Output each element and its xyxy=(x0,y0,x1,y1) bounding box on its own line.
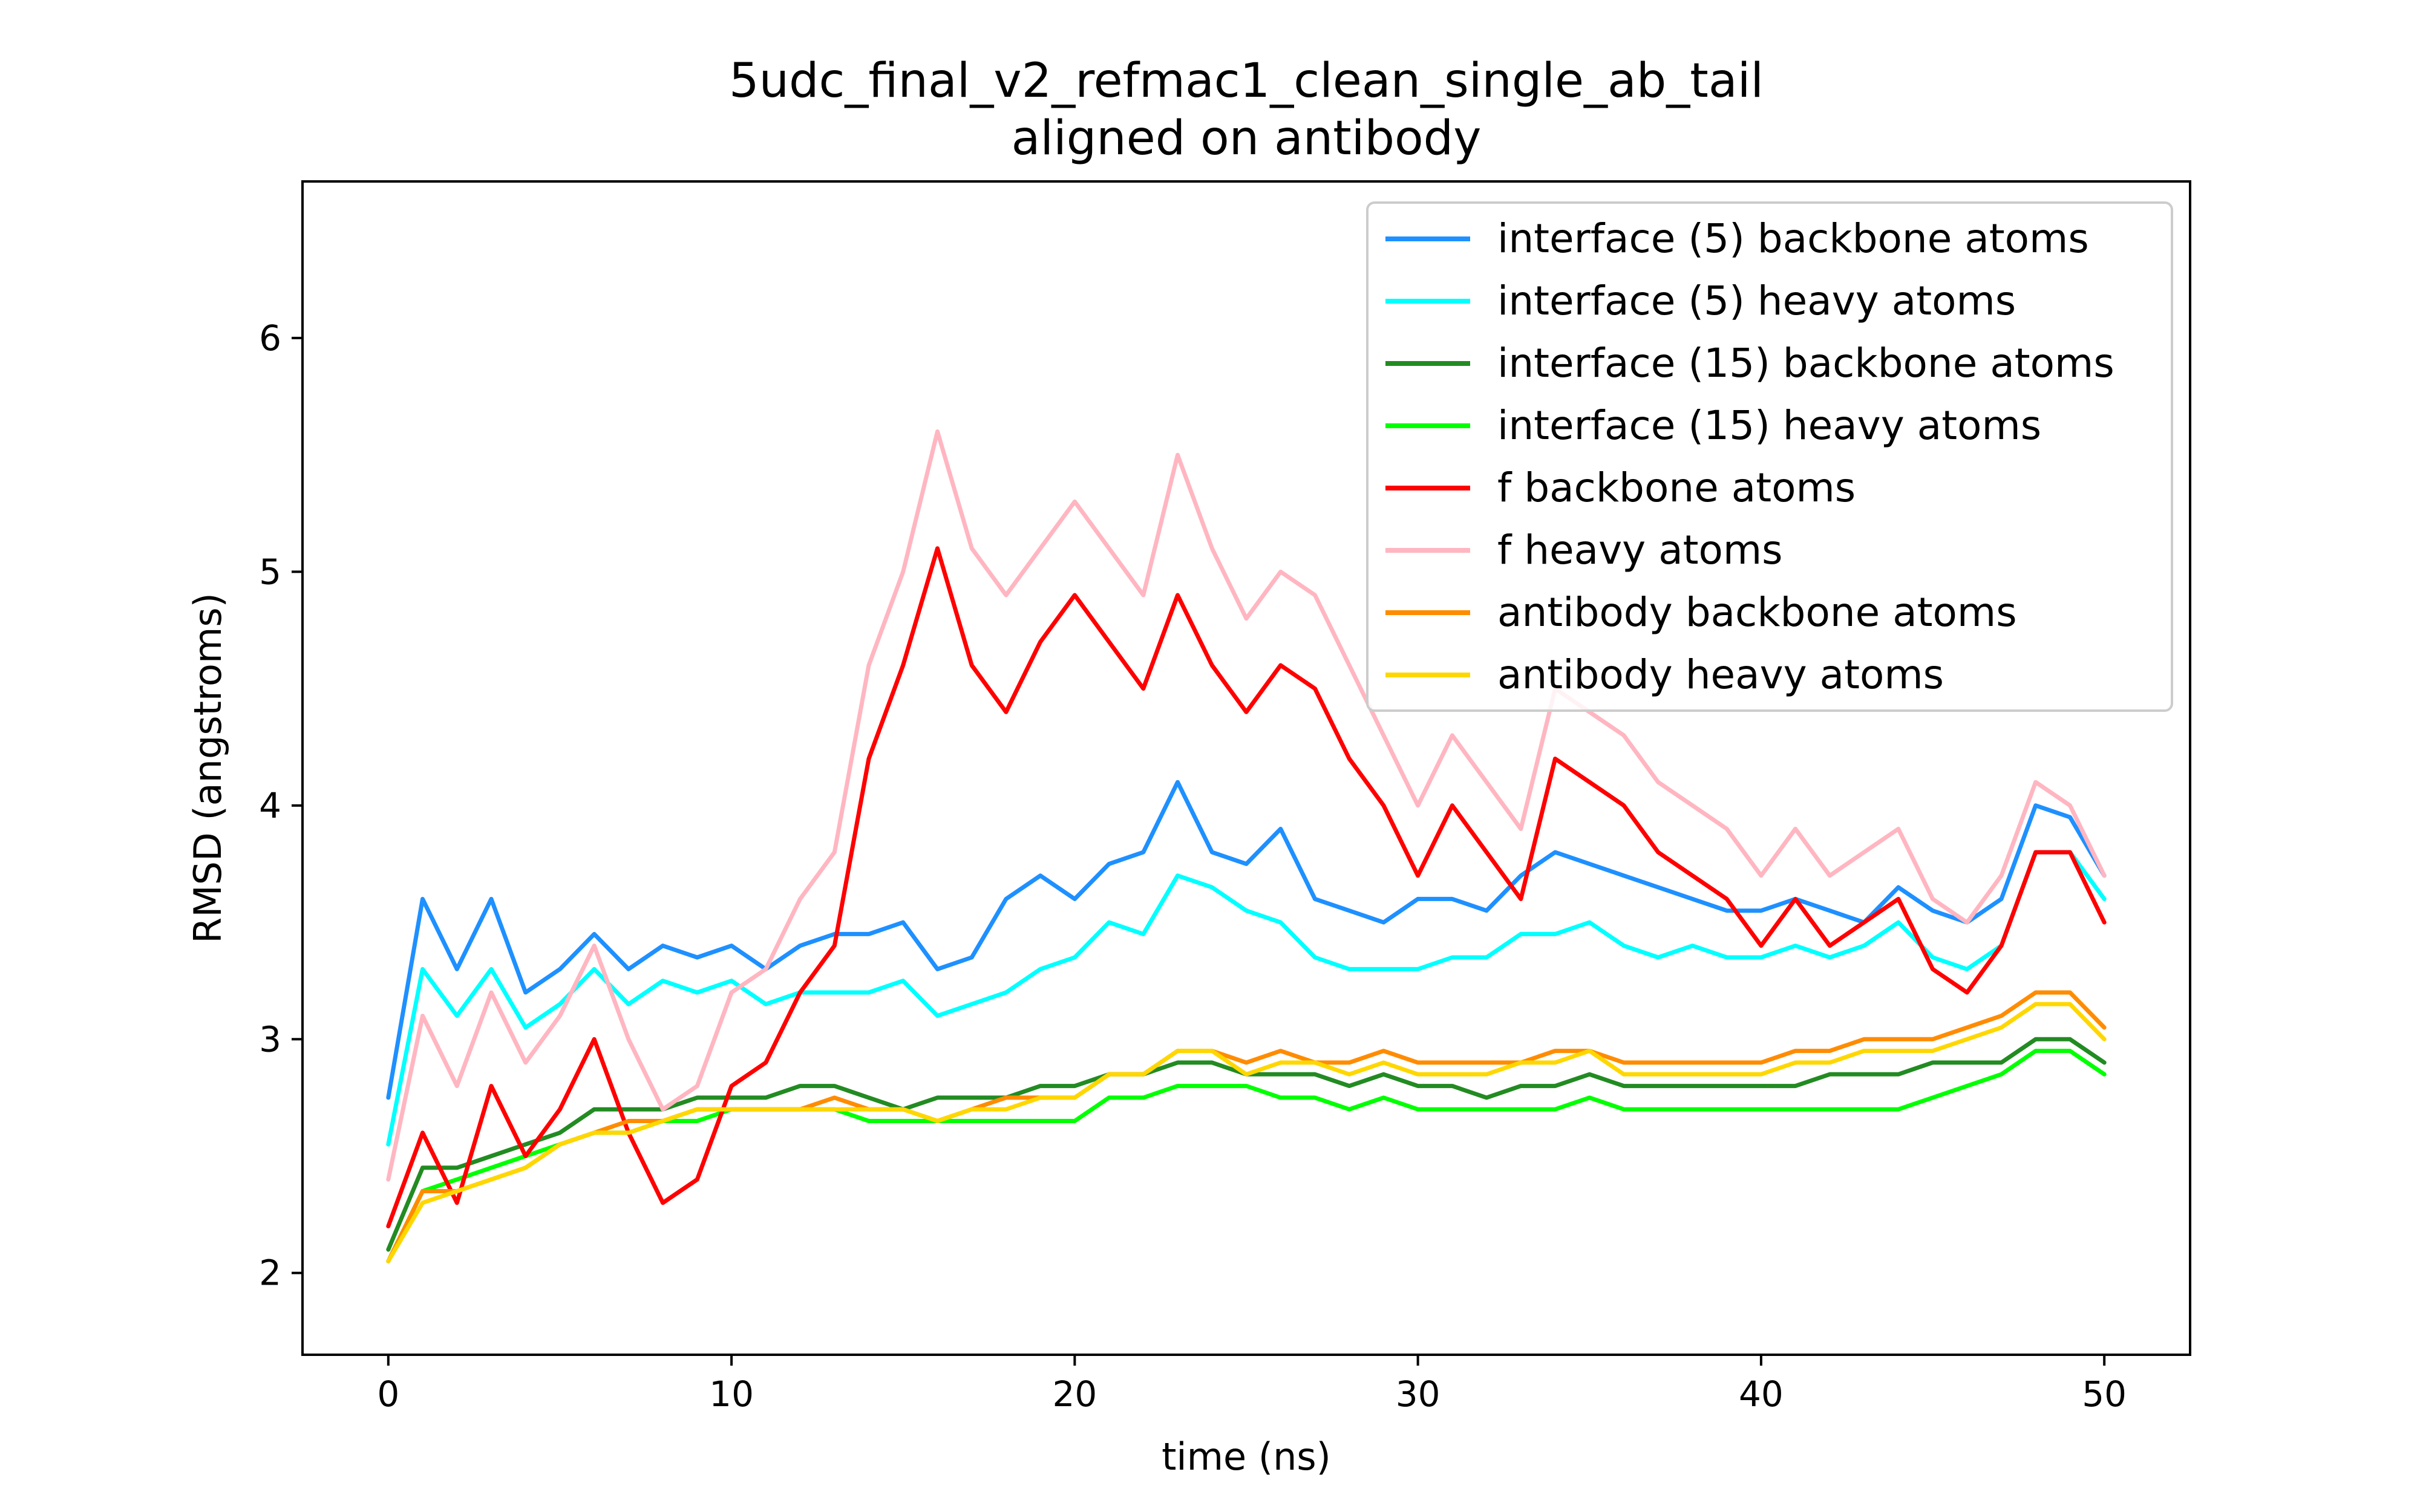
series-layer xyxy=(386,429,2107,1263)
legend-label: interface (15) heavy atoms xyxy=(1497,402,2041,449)
legend-label: antibody heavy atoms xyxy=(1497,651,1944,698)
y-axis-label: RMSD (angstroms) xyxy=(186,593,230,943)
series-line-2 xyxy=(386,850,2107,1147)
x-tick-label: 10 xyxy=(709,1374,754,1415)
series-line-6 xyxy=(386,429,2107,1182)
y-tick-label: 4 xyxy=(259,785,281,826)
y-tick-label: 2 xyxy=(259,1253,281,1294)
x-axis-label: time (ns) xyxy=(1162,1435,1331,1479)
legend-label: interface (15) backbone atoms xyxy=(1497,340,2114,386)
legend-label: f heavy atoms xyxy=(1497,527,1783,573)
series-line-5 xyxy=(386,546,2107,1228)
chart-title: 5udc_final_v2_refmac1_clean_single_ab_ta… xyxy=(729,54,1764,108)
plot-frame xyxy=(301,180,2191,1356)
legend-box xyxy=(1366,201,2173,712)
y-tick-label: 3 xyxy=(259,1018,281,1060)
legend-label: interface (5) heavy atoms xyxy=(1497,278,2016,324)
x-tick-label: 30 xyxy=(1396,1374,1441,1415)
legend-label: interface (5) backbone atoms xyxy=(1497,215,2089,262)
y-tick-label: 6 xyxy=(259,318,281,359)
legend-label: f backbone atoms xyxy=(1497,464,1856,511)
legend-label: antibody backbone atoms xyxy=(1497,589,2017,636)
series-line-1 xyxy=(386,780,2107,1100)
chart-subtitle: aligned on antibody xyxy=(1012,111,1482,166)
series-line-8 xyxy=(386,1002,2107,1263)
legend: interface (5) backbone atoms interface (5… xyxy=(1366,201,2173,712)
series-line-4 xyxy=(386,1049,2107,1263)
x-tick-label: 40 xyxy=(1739,1374,1784,1415)
y-tick-label: 5 xyxy=(259,551,281,592)
x-tick-label: 50 xyxy=(2082,1374,2127,1415)
x-tick-label: 20 xyxy=(1052,1374,1097,1415)
ticks-layer: 0 10 20 30 40 50 2 3 4 5 6 xyxy=(259,318,2127,1415)
x-tick-label: 0 xyxy=(377,1374,399,1415)
